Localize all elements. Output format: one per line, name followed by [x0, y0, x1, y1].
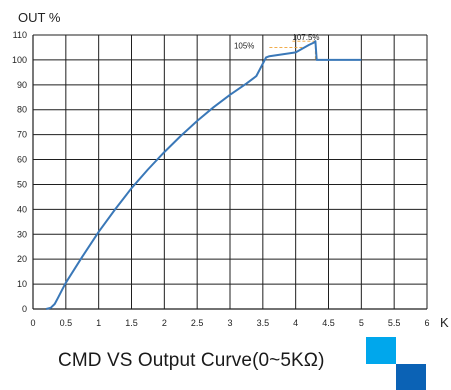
x-tick-label: 5.5 [388, 318, 401, 328]
x-tick-label: 3.5 [257, 318, 270, 328]
y-tick-label: 20 [17, 254, 27, 264]
y-tick-label: 70 [17, 130, 27, 140]
annotation-107-5: 107.5% [292, 33, 319, 42]
series-line [45, 40, 362, 310]
y-tick-label: 50 [17, 179, 27, 189]
annotation-105: 105% [234, 41, 254, 50]
y-tick-label: 30 [17, 229, 27, 239]
decor-square-light [366, 337, 396, 364]
x-tick-label: 4.5 [322, 318, 335, 328]
y-tick-label: 10 [17, 279, 27, 289]
x-tick-label: 5 [359, 318, 364, 328]
y-tick-label: 110 [13, 30, 27, 40]
x-tick-label: 1 [96, 318, 101, 328]
x-tick-label: 2.5 [191, 318, 204, 328]
series [45, 40, 362, 310]
axes [32, 35, 427, 310]
x-tick-label: 3 [227, 318, 232, 328]
y-tick-labels: 0 10 20 30 40 50 60 70 80 90 100 110 [12, 30, 27, 314]
decor-square-dark [396, 364, 426, 390]
x-tick-label: 0 [30, 318, 35, 328]
y-tick-label: 40 [17, 204, 27, 214]
y-tick-label: 0 [22, 304, 27, 314]
chart: 0 10 20 30 40 50 60 70 80 90 100 110 0 0.5 1 1.5 2 2.5 3 3… [12, 10, 449, 330]
x-tick-label: 0.5 [60, 318, 73, 328]
chart-caption: CMD VS Output Curve(0~5KΩ) [58, 350, 325, 371]
y-tick-label: 100 [12, 55, 27, 65]
y-axis-label: OUT % [18, 10, 61, 25]
x-axis-label: K [440, 315, 449, 330]
y-tick-label: 60 [17, 155, 27, 165]
annotation-guides [269, 40, 316, 60]
annotations: 107.5% 105% [234, 33, 320, 50]
x-tick-labels: 0 0.5 1 1.5 2 2.5 3 3.5 4 4.5 5 5.5 6 [30, 318, 429, 328]
x-tick-label: 1.5 [125, 318, 138, 328]
x-tick-label: 6 [424, 318, 429, 328]
x-tick-label: 4 [293, 318, 298, 328]
y-tick-label: 80 [17, 105, 27, 115]
x-tick-label: 2 [162, 318, 167, 328]
grid [33, 34, 428, 309]
y-tick-label: 90 [17, 80, 27, 90]
